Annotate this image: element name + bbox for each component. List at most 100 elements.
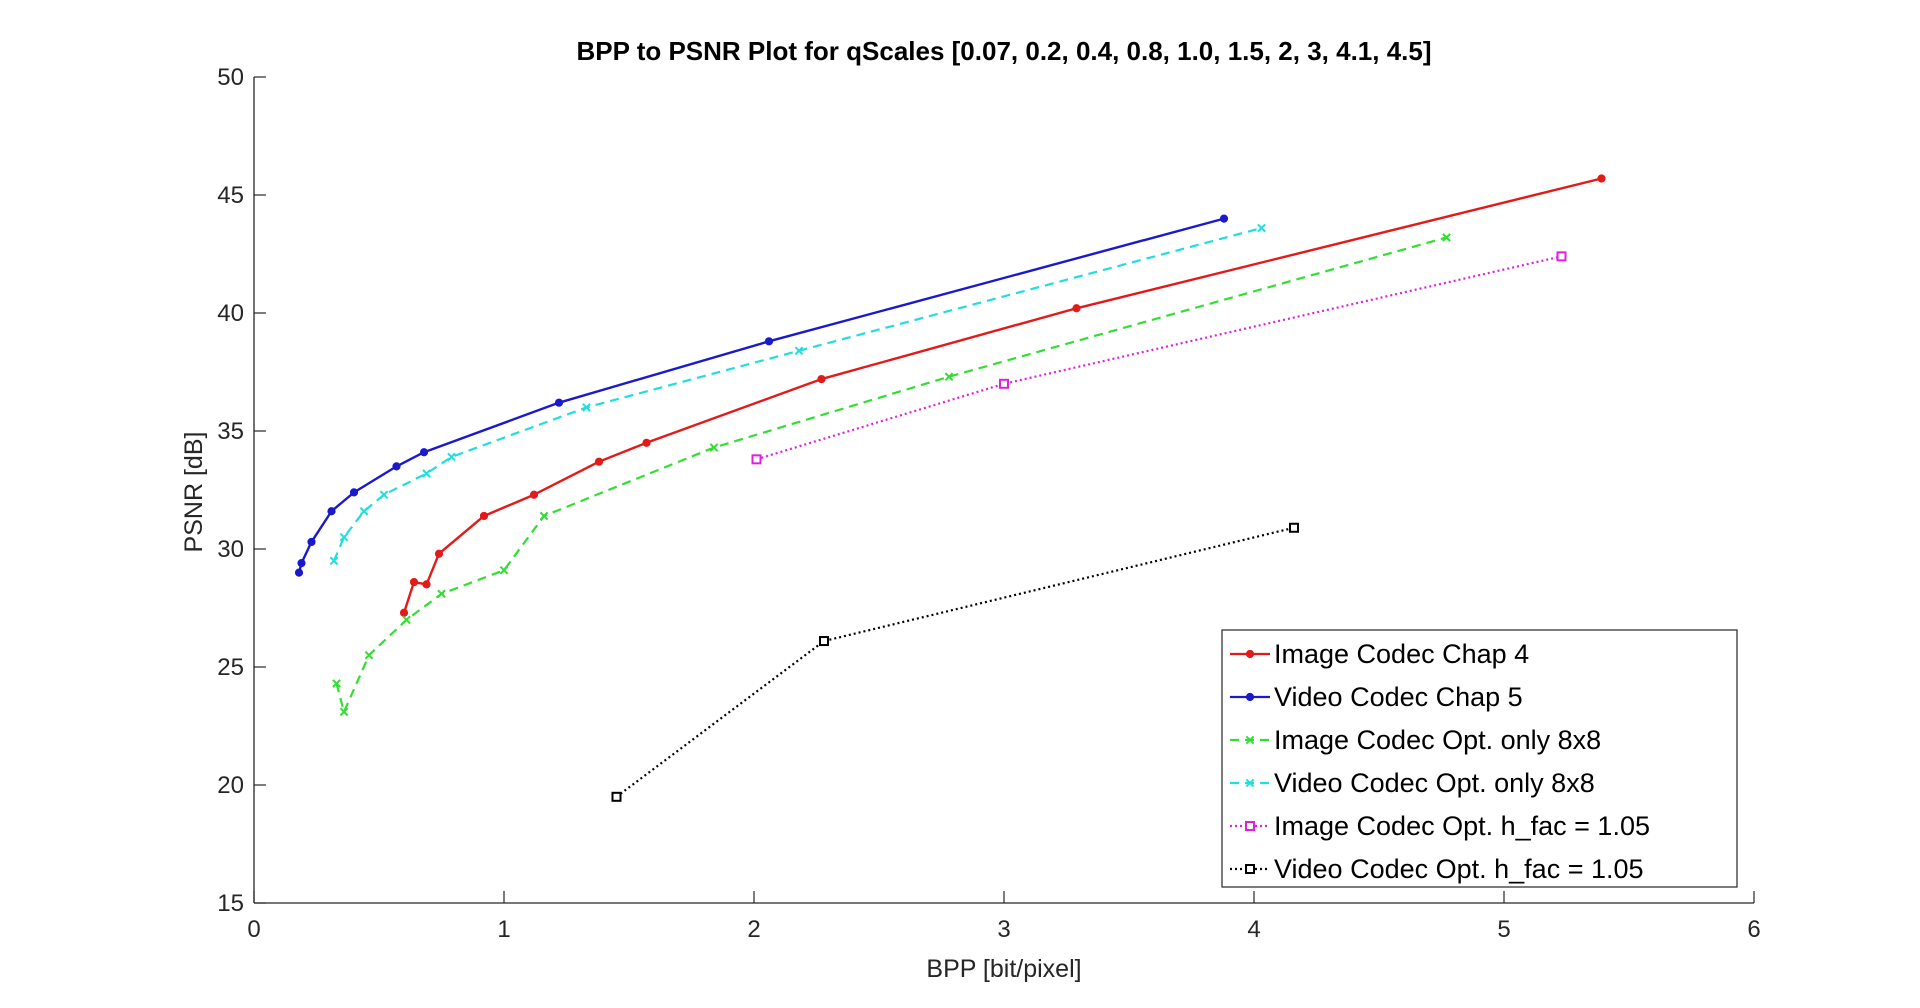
data-point [307, 537, 316, 547]
marker-stroke [437, 589, 446, 599]
data-point [327, 507, 336, 516]
marker-stroke [379, 490, 389, 500]
data-point [1289, 522, 1299, 533]
data-point [339, 707, 349, 717]
data-point [554, 398, 564, 407]
data-point [819, 636, 829, 647]
x-tick-label: 0 [247, 916, 260, 943]
y-tick-label: 30 [217, 536, 244, 563]
marker-stroke [359, 506, 369, 516]
legend-swatch-marker [1245, 821, 1255, 831]
marker-stroke [1245, 735, 1255, 745]
series-line [756, 255, 1562, 461]
data-point [582, 403, 591, 412]
data-point [1597, 174, 1606, 183]
data-point [329, 556, 339, 566]
x-tick-label: 4 [1247, 916, 1260, 943]
marker-stroke [794, 346, 804, 356]
x-tick-label: 2 [747, 916, 760, 943]
data-point [409, 577, 419, 587]
data-point [642, 438, 651, 447]
data-point [594, 457, 604, 466]
data-point [392, 462, 401, 471]
legend-entry: Image Codec Opt. h_fac = 1.05 [1230, 811, 1650, 841]
marker-stroke [582, 403, 591, 412]
marker-stroke [332, 679, 341, 688]
legend-label: Image Codec Chap 4 [1274, 639, 1529, 669]
legend-swatch-marker [1245, 778, 1255, 788]
data-point [399, 608, 409, 617]
data-point [1219, 214, 1229, 223]
data-point [764, 337, 774, 346]
data-point [422, 580, 431, 589]
data-point [499, 565, 509, 575]
data-point [944, 372, 954, 382]
data-point [539, 511, 549, 521]
x-tick-label: 1 [497, 916, 510, 943]
legend-label: Video Codec Opt. only 8x8 [1274, 768, 1595, 798]
legend-label: Video Codec Opt. h_fac = 1.05 [1274, 854, 1644, 884]
legend-label: Image Codec Opt. h_fac = 1.05 [1274, 811, 1650, 841]
legend-swatch-marker [1245, 692, 1255, 702]
y-tick-label: 25 [217, 654, 244, 681]
legend-swatch-marker [1245, 649, 1255, 659]
legend-entry: Video Codec Chap 5 [1230, 682, 1523, 712]
data-point [419, 448, 429, 457]
series-line [297, 217, 1225, 573]
x-tick-label: 5 [1497, 916, 1510, 943]
legend-entry: Image Codec Opt. only 8x8 [1230, 725, 1601, 755]
marker-stroke [1257, 223, 1266, 233]
series-line [335, 236, 1447, 713]
data-point [332, 679, 341, 688]
data-point [479, 511, 489, 521]
series-layer [294, 174, 1606, 802]
data-point [434, 549, 444, 558]
legend-entry: Video Codec Opt. h_fac = 1.05 [1230, 854, 1644, 884]
x-tick-label: 3 [997, 916, 1010, 943]
series-4 [329, 223, 1266, 566]
legend: Image Codec Chap 4 Video Codec Chap 5 Imag… [1221, 629, 1738, 888]
series-2 [294, 214, 1229, 577]
marker-stroke [339, 707, 349, 717]
data-point [364, 650, 374, 660]
data-point [794, 346, 804, 356]
data-point [1257, 223, 1266, 233]
data-point [447, 452, 456, 462]
data-point [529, 490, 539, 499]
data-point [817, 374, 826, 384]
series-5 [751, 251, 1567, 465]
data-point [751, 454, 762, 465]
marker-stroke [499, 565, 509, 575]
marker-stroke [709, 443, 719, 452]
data-point [709, 443, 719, 452]
data-point [359, 506, 369, 516]
y-tick-label: 50 [217, 64, 244, 91]
y-tick-label: 35 [217, 418, 244, 445]
data-point [1442, 233, 1451, 242]
marker-stroke [329, 556, 339, 566]
legend-label: Image Codec Opt. only 8x8 [1274, 725, 1601, 755]
data-point [1072, 304, 1081, 313]
series-line [615, 526, 1295, 798]
legend-label: Video Codec Chap 5 [1274, 682, 1523, 712]
legend-box [1221, 629, 1738, 888]
y-tick-label: 20 [217, 772, 244, 799]
series-6 [611, 522, 1299, 802]
marker-stroke [447, 452, 456, 462]
chart-title: BPP to PSNR Plot for qScales [0.07, 0.2,… [576, 36, 1431, 66]
legend-entry: Video Codec Opt. only 8x8 [1230, 768, 1595, 798]
data-point [437, 589, 446, 599]
marker-stroke [1442, 233, 1451, 242]
series-3 [332, 233, 1451, 717]
data-point [611, 791, 622, 802]
marker-stroke [422, 469, 431, 478]
marker-stroke [1245, 778, 1255, 788]
series-line [332, 226, 1262, 562]
marker-stroke [402, 615, 411, 625]
series-1 [399, 174, 1606, 617]
legend-swatch-marker [1245, 735, 1255, 745]
y-axis-label: PSNR [dB] [180, 432, 208, 553]
